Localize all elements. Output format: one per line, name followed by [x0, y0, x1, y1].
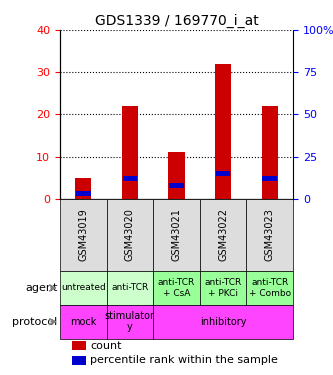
FancyBboxPatch shape — [153, 305, 293, 339]
Bar — [72, 342, 86, 350]
Bar — [169, 183, 184, 188]
Text: GSM43020: GSM43020 — [125, 209, 135, 261]
Text: anti-TCR: anti-TCR — [111, 284, 149, 292]
FancyBboxPatch shape — [246, 271, 293, 305]
Bar — [215, 64, 231, 199]
FancyBboxPatch shape — [107, 271, 153, 305]
FancyBboxPatch shape — [107, 199, 153, 271]
Bar — [72, 356, 86, 364]
Text: inhibitory: inhibitory — [200, 317, 246, 327]
Text: GSM43022: GSM43022 — [218, 209, 228, 261]
Text: protocol: protocol — [12, 317, 58, 327]
Bar — [75, 178, 91, 199]
Text: GSM43021: GSM43021 — [171, 209, 181, 261]
Bar — [123, 176, 137, 181]
FancyBboxPatch shape — [60, 305, 107, 339]
Bar — [168, 152, 184, 199]
Text: anti-TCR
+ CsA: anti-TCR + CsA — [158, 278, 195, 298]
Text: count: count — [90, 341, 122, 351]
Bar — [262, 176, 277, 181]
Text: GSM43019: GSM43019 — [78, 209, 88, 261]
Text: stimulator
y: stimulator y — [105, 311, 155, 333]
FancyBboxPatch shape — [153, 199, 200, 271]
Title: GDS1339 / 169770_i_at: GDS1339 / 169770_i_at — [95, 13, 258, 28]
FancyBboxPatch shape — [153, 271, 200, 305]
FancyBboxPatch shape — [200, 199, 246, 271]
FancyBboxPatch shape — [246, 199, 293, 271]
Bar — [122, 106, 138, 199]
Text: anti-TCR
+ Combo: anti-TCR + Combo — [249, 278, 291, 298]
FancyBboxPatch shape — [200, 271, 246, 305]
Text: anti-TCR
+ PKCi: anti-TCR + PKCi — [204, 278, 242, 298]
FancyBboxPatch shape — [60, 271, 107, 305]
Text: mock: mock — [70, 317, 97, 327]
Text: agent: agent — [25, 283, 58, 293]
Text: GSM43023: GSM43023 — [265, 209, 275, 261]
Bar — [216, 171, 230, 176]
Bar — [262, 106, 278, 199]
Bar — [76, 191, 91, 196]
Text: percentile rank within the sample: percentile rank within the sample — [90, 355, 278, 365]
Text: untreated: untreated — [61, 284, 106, 292]
FancyBboxPatch shape — [107, 305, 153, 339]
FancyBboxPatch shape — [60, 199, 107, 271]
